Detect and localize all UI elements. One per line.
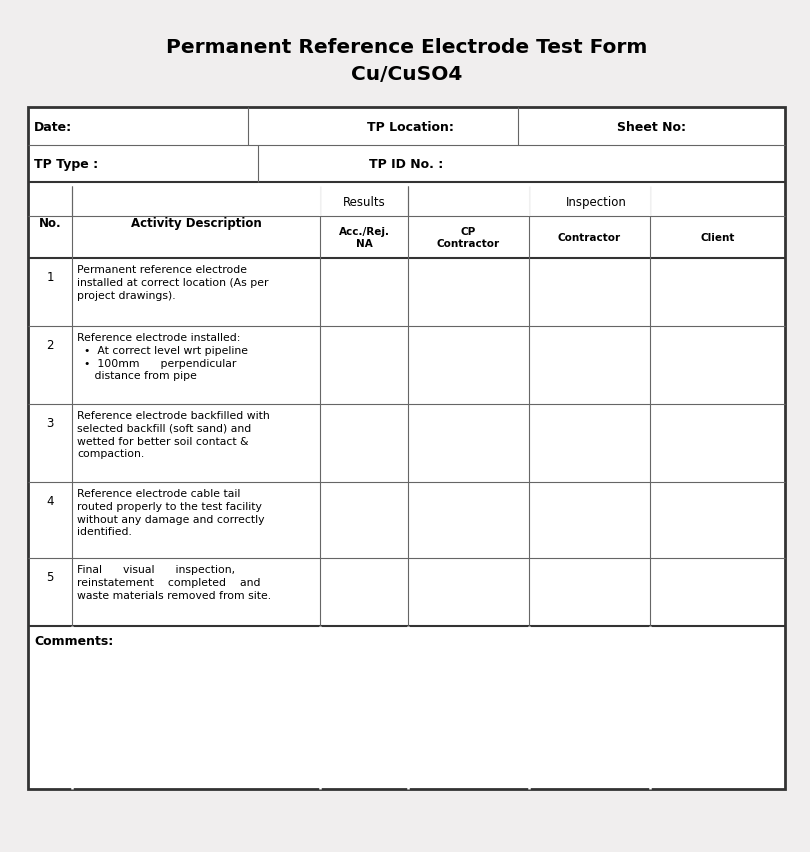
Text: Acc./Rej.
NA: Acc./Rej. NA xyxy=(339,227,390,249)
Text: Permanent reference electrode
installed at correct location (As per
project draw: Permanent reference electrode installed … xyxy=(77,265,268,300)
Text: TP Type :: TP Type : xyxy=(34,158,98,170)
Text: Contractor: Contractor xyxy=(558,233,621,243)
Text: 1: 1 xyxy=(46,271,53,284)
Text: Results: Results xyxy=(343,195,386,208)
Text: Sheet No:: Sheet No: xyxy=(617,120,686,134)
Text: Final      visual      inspection,
reinstatement    completed    and
waste mater: Final visual inspection, reinstatement c… xyxy=(77,564,271,600)
Text: TP ID No. :: TP ID No. : xyxy=(369,158,444,170)
Text: No.: No. xyxy=(39,216,62,229)
Text: Activity Description: Activity Description xyxy=(130,216,262,229)
Text: TP Location:: TP Location: xyxy=(367,120,454,134)
Text: Inspection: Inspection xyxy=(566,195,627,208)
Text: Permanent Reference Electrode Test Form: Permanent Reference Electrode Test Form xyxy=(166,38,647,57)
Bar xyxy=(28,108,785,789)
Text: 3: 3 xyxy=(46,417,53,429)
Text: Reference electrode installed:
  •  At correct level wrt pipeline
  •  100mm    : Reference electrode installed: • At corr… xyxy=(77,332,248,381)
Text: Cu/CuSO4: Cu/CuSO4 xyxy=(351,65,463,83)
Text: Reference electrode cable tail
routed properly to the test facility
without any : Reference electrode cable tail routed pr… xyxy=(77,488,265,537)
Text: 5: 5 xyxy=(46,570,53,584)
Text: 2: 2 xyxy=(46,338,53,352)
Text: Reference electrode backfilled with
selected backfill (soft sand) and
wetted for: Reference electrode backfilled with sele… xyxy=(77,411,270,459)
Text: 4: 4 xyxy=(46,494,53,508)
Text: Client: Client xyxy=(701,233,735,243)
Text: CP
Contractor: CP Contractor xyxy=(437,227,500,249)
Text: Date:: Date: xyxy=(34,120,72,134)
Text: Comments:: Comments: xyxy=(34,634,113,648)
Bar xyxy=(28,108,785,789)
